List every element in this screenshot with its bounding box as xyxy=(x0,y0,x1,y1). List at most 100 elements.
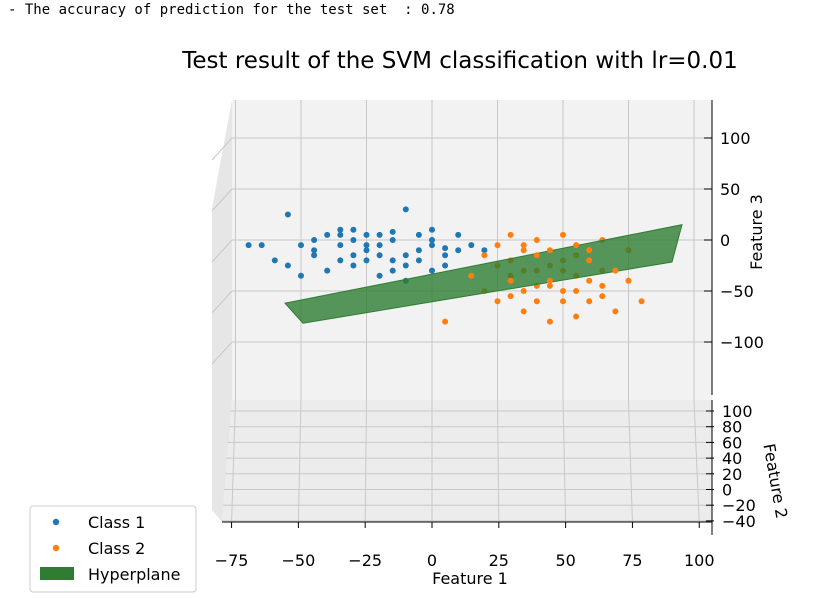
point-class1-20 xyxy=(415,231,422,238)
axes xyxy=(222,100,714,535)
point-class1-41 xyxy=(376,231,383,238)
point-class1-0 xyxy=(284,211,291,218)
point-class1-38 xyxy=(429,267,435,274)
point-class2-40 xyxy=(442,318,449,325)
point-class1-42 xyxy=(442,245,449,252)
point-class1-49 xyxy=(337,226,344,233)
grid-lines xyxy=(211,100,712,523)
point-class1-26 xyxy=(468,242,475,249)
point-class2-23 xyxy=(520,308,527,315)
point-class1-48 xyxy=(311,252,318,259)
point-class2-33 xyxy=(533,252,540,259)
x-tick-label-3: 0 xyxy=(427,551,437,570)
point-class1-14 xyxy=(376,272,383,279)
y-tick-label-7: −40 xyxy=(722,512,756,531)
point-class1-43 xyxy=(350,237,357,243)
z-tick-label-1: 50 xyxy=(720,180,740,199)
y-tick-label-5: 0 xyxy=(722,481,732,500)
point-class1-2 xyxy=(311,247,318,254)
point-class2-30 xyxy=(546,277,553,284)
point-class1-12 xyxy=(324,267,331,274)
point-class1-1 xyxy=(298,242,304,249)
point-class1-44 xyxy=(402,252,409,259)
point-class2-2 xyxy=(533,237,540,243)
console-output: - The accuracy of prediction for the tes… xyxy=(8,2,455,18)
z-axis-label: Feature 3 xyxy=(747,194,766,270)
x-tick-label-5: 50 xyxy=(555,551,575,570)
point-class1-13 xyxy=(271,257,278,264)
point-class1-46 xyxy=(389,228,396,235)
legend: Class 1 Class 2 Hyperplane xyxy=(29,505,197,593)
point-class1-30 xyxy=(350,262,357,269)
point-class1-15 xyxy=(402,262,409,269)
point-class2-45 xyxy=(573,242,580,249)
point-class2-39 xyxy=(612,267,619,274)
side-grid-line-z-1 xyxy=(211,188,233,212)
point-class2-25 xyxy=(573,313,580,320)
point-class2-0 xyxy=(507,231,514,238)
point-class2-44 xyxy=(520,247,527,254)
point-class1-47 xyxy=(429,226,435,233)
point-class1-22 xyxy=(363,247,370,254)
point-class1-32 xyxy=(455,231,462,238)
point-class2-36 xyxy=(507,293,514,300)
console-separator: : xyxy=(387,2,422,18)
point-class2-6 xyxy=(586,257,593,264)
data-points-front xyxy=(258,211,619,325)
point-class1-17 xyxy=(455,247,462,254)
point-class2-4 xyxy=(560,231,566,238)
point-class2-24 xyxy=(546,318,553,325)
point-class1-40 xyxy=(245,242,252,249)
point-class1-11 xyxy=(442,262,449,269)
point-class2-13 xyxy=(560,298,566,305)
point-class2-14 xyxy=(573,288,580,294)
z-tick-label-3: −50 xyxy=(720,282,754,301)
point-class1-10 xyxy=(429,237,435,243)
y-tick-label-6: −20 xyxy=(722,496,756,515)
side-grid-line-z-4 xyxy=(211,341,233,365)
point-class2-37 xyxy=(494,242,501,249)
legend-label-hyperplane: Hyperplane xyxy=(88,565,180,584)
x-tick-label-6: 75 xyxy=(622,551,642,570)
point-class2-12 xyxy=(546,282,553,289)
point-class2-17 xyxy=(612,308,619,315)
y-tick-label-3: 40 xyxy=(722,449,742,468)
point-class1-35 xyxy=(324,231,331,238)
point-class2-29 xyxy=(638,298,645,305)
point-class2-47 xyxy=(625,277,632,284)
z-tick-label-0: 100 xyxy=(720,129,751,148)
point-class1-37 xyxy=(363,242,370,249)
floor-pane xyxy=(222,400,712,522)
point-class1-18 xyxy=(350,226,357,233)
point-class1-33 xyxy=(298,272,304,279)
accuracy-label: The accuracy of prediction for the test … xyxy=(24,2,388,18)
point-class1-9 xyxy=(415,247,422,254)
z-tick-label-4: −100 xyxy=(720,333,764,352)
point-class1-34 xyxy=(481,247,488,254)
y-axis-label: Feature 2 xyxy=(759,442,791,520)
y-tick-label-4: 20 xyxy=(722,465,742,484)
point-class1-27 xyxy=(376,252,383,259)
floor-grid-line-x-7 xyxy=(693,399,700,523)
point-class1-3 xyxy=(337,231,344,238)
point-class2-48 xyxy=(481,252,488,259)
accuracy-value: 0.78 xyxy=(421,2,455,18)
legend-label-class2: Class 2 xyxy=(88,539,145,558)
x-tick-label-2: −25 xyxy=(348,551,382,570)
point-class1-7 xyxy=(389,257,396,264)
side-grid-line-z-2 xyxy=(211,239,233,263)
y-tick-label-2: 60 xyxy=(722,433,742,452)
tick-labels: −75 −50 −25 0 25 50 75 100100500−50−10010080604… xyxy=(215,129,764,570)
floor-grid-line-x-1 xyxy=(297,399,302,523)
floor-grid-line-x-0 xyxy=(231,399,236,523)
point-class1-39 xyxy=(258,242,265,249)
legend-label-class1: Class 1 xyxy=(88,513,145,532)
point-class2-18 xyxy=(533,298,540,305)
y-tick-label-1: 80 xyxy=(722,418,742,437)
point-class2-9 xyxy=(507,277,514,284)
point-class1-5 xyxy=(363,231,370,238)
floor-grid-line-x-5 xyxy=(562,399,567,523)
x-tick-label-4: 25 xyxy=(489,551,509,570)
x-tick-label-0: −75 xyxy=(215,551,249,570)
x-axis-label: Feature 1 xyxy=(432,569,508,588)
